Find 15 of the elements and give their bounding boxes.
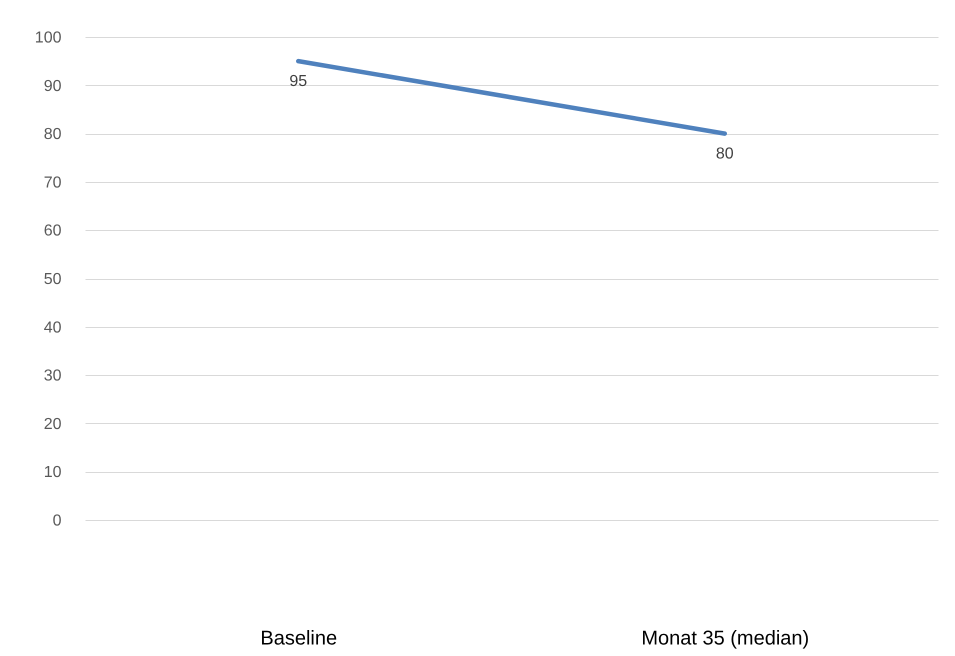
y-tick-label: 100 [34,30,62,46]
y-tick-label: 80 [44,126,62,144]
x-tick-label: Monat 35 (median) [641,628,810,650]
y-tick-label: 90 [44,78,62,95]
y-tick-label: 60 [44,222,62,240]
data-label: 80 [716,146,734,163]
y-tick-label: 40 [44,319,62,336]
y-tick-label: 70 [44,174,62,192]
y-tick-label: 50 [44,271,62,288]
y-tick-label: 10 [44,464,62,482]
data-label: 95 [289,73,308,90]
y-tick-label: 20 [44,416,62,433]
x-tick-label: Baseline [260,628,338,650]
y-tick-label: 30 [44,368,62,385]
y-tick-label: 0 [52,512,62,530]
